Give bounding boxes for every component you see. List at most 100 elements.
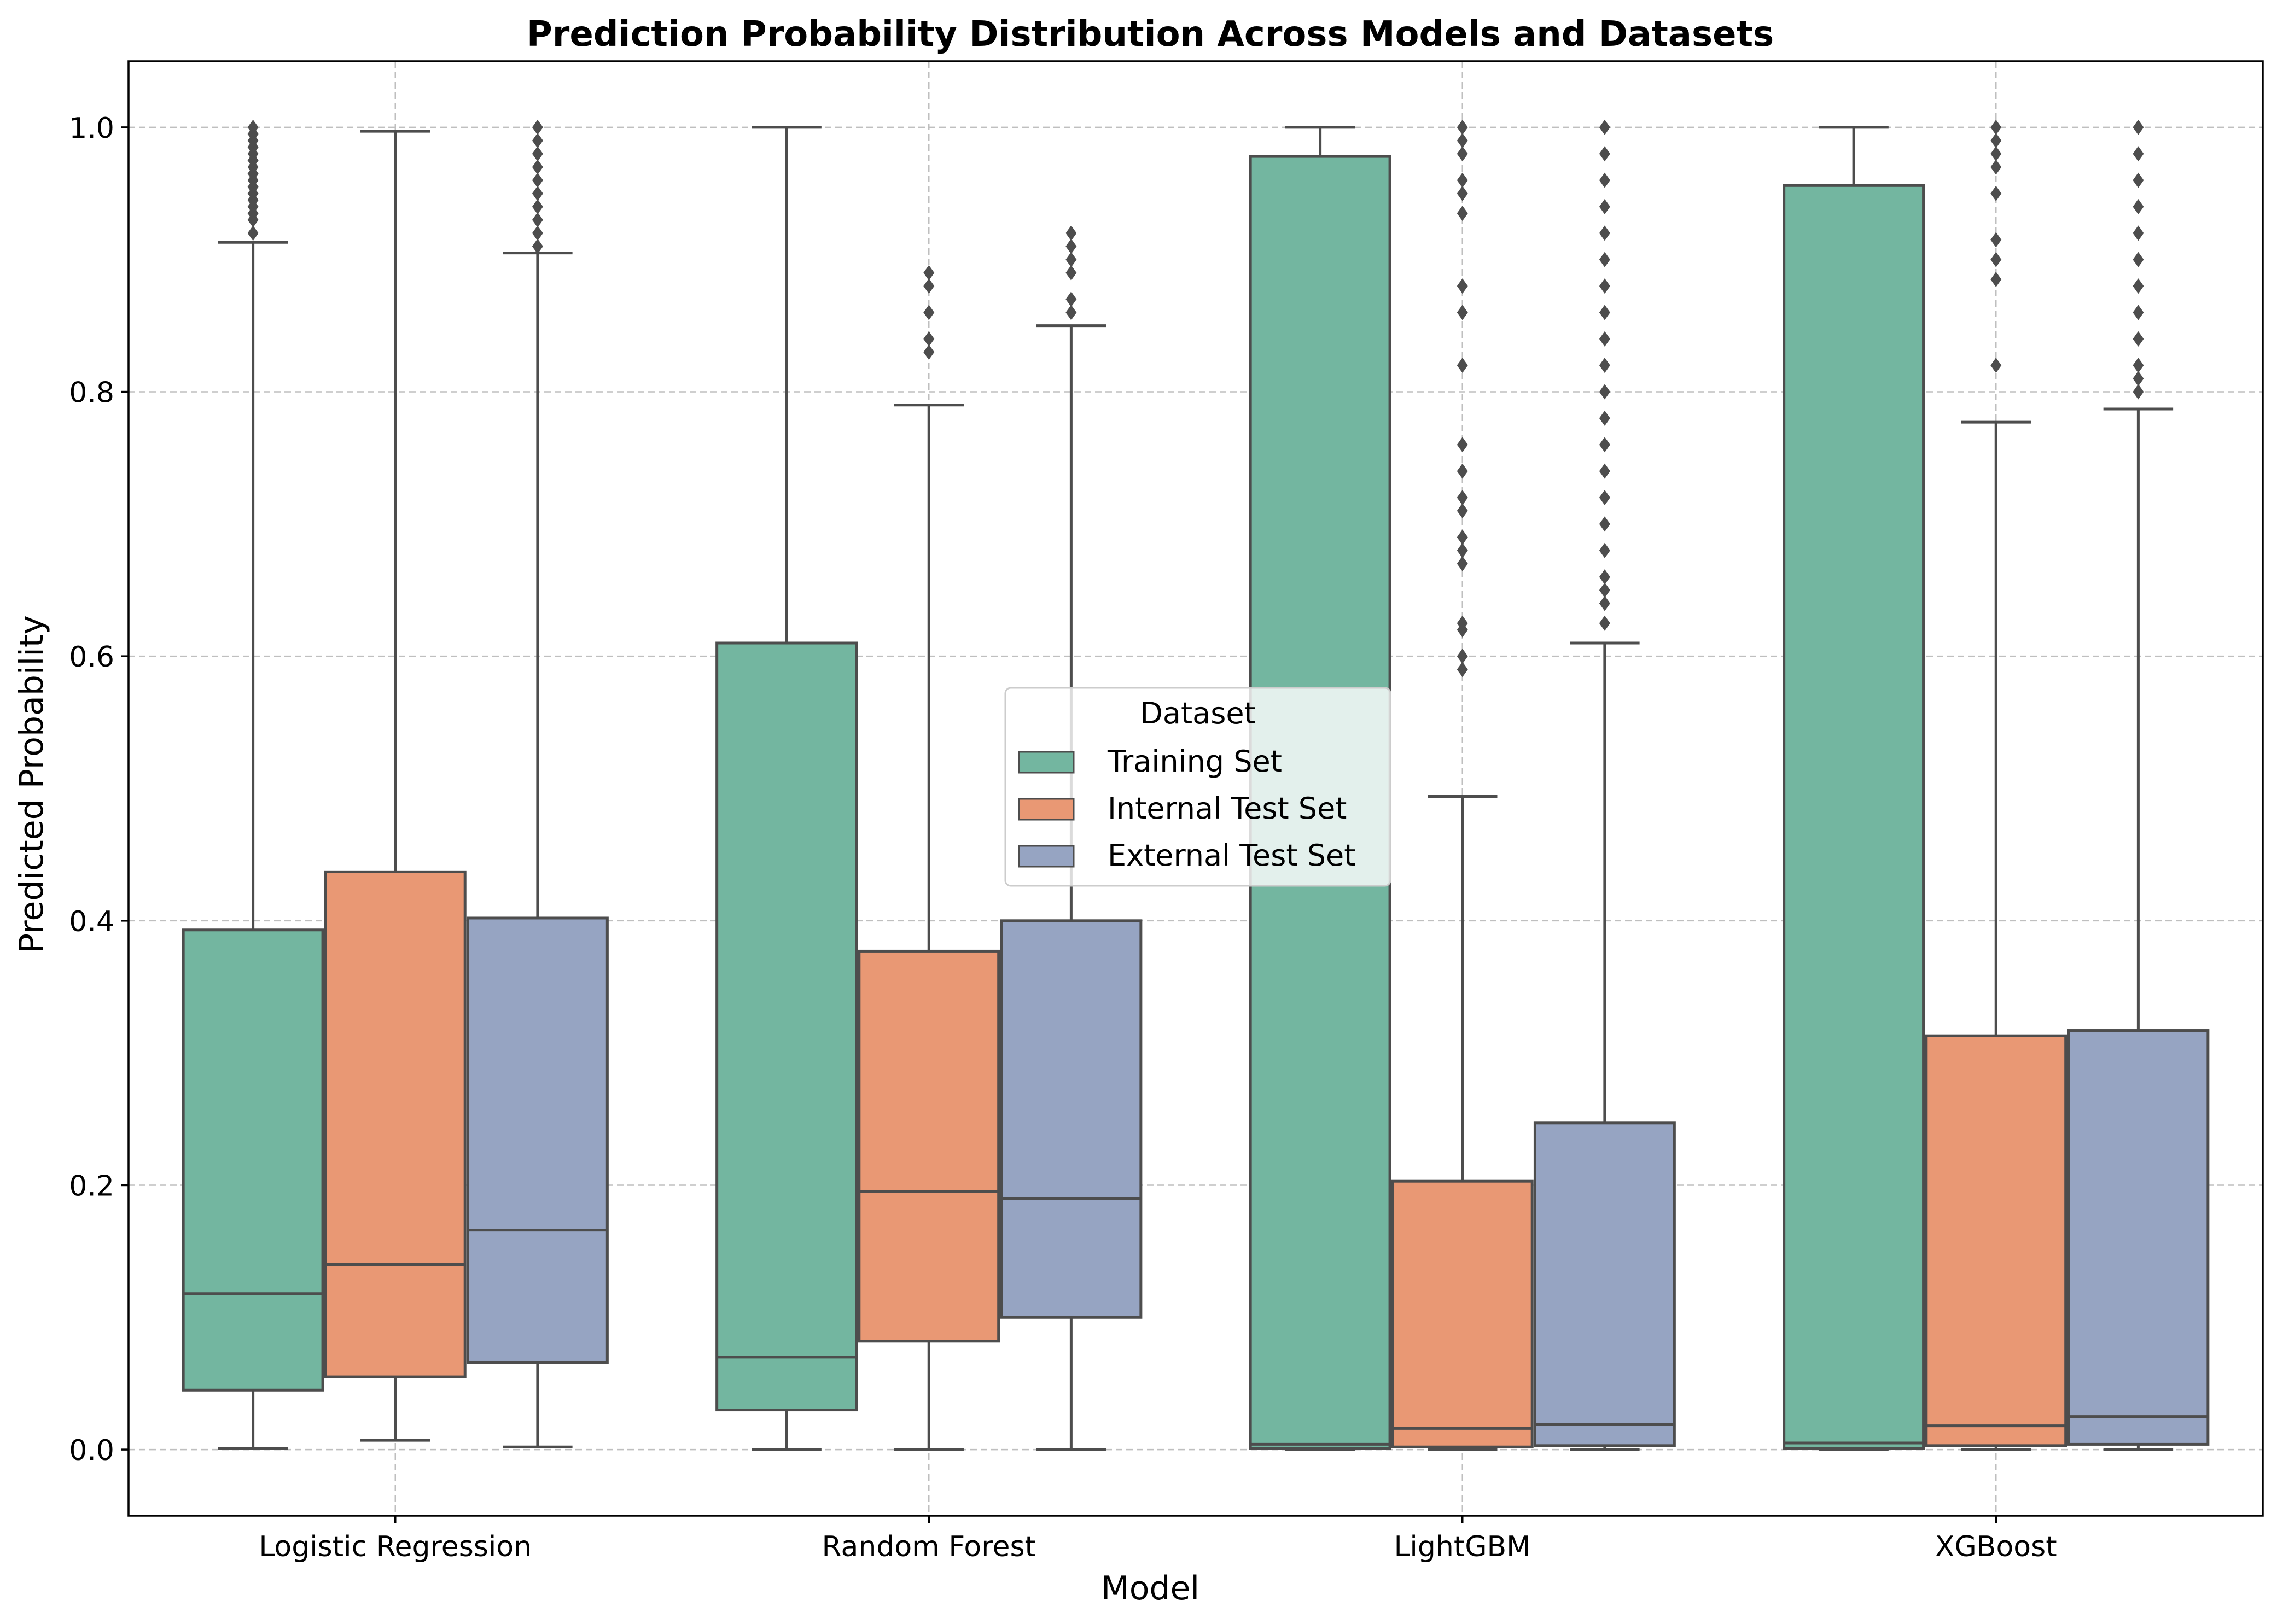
outlier-point xyxy=(1599,463,1610,479)
box-1-0 xyxy=(715,126,858,1451)
legend: Dataset Training Set Internal Test Set Ext… xyxy=(1004,687,1391,887)
y-tick-label: 0.4 xyxy=(69,906,114,938)
outlier-point xyxy=(2133,146,2144,162)
box-0-0 xyxy=(182,119,324,1450)
outlier-point xyxy=(1457,206,1468,221)
outlier-point xyxy=(1457,490,1468,505)
outlier-point xyxy=(1599,252,1610,267)
outlier-point xyxy=(1599,516,1610,532)
outlier-point xyxy=(1599,146,1610,162)
box-iqr xyxy=(182,928,324,1392)
outlier-point xyxy=(2133,225,2144,241)
legend-swatch xyxy=(1018,798,1075,821)
box-iqr xyxy=(466,916,609,1364)
outlier-point xyxy=(1990,358,2002,373)
outlier-point xyxy=(1599,615,1610,631)
outlier-point xyxy=(1457,146,1468,162)
outlier-point xyxy=(1457,662,1468,677)
box-2-2 xyxy=(1533,119,1676,1451)
outlier-point xyxy=(1599,172,1610,188)
y-tick-label: 1.0 xyxy=(69,112,114,145)
y-axis-label: Predicted Probability xyxy=(13,615,51,953)
outlier-point xyxy=(1457,172,1468,188)
outlier-point xyxy=(923,265,935,281)
outlier-point xyxy=(1457,529,1468,545)
outlier-point xyxy=(532,159,543,175)
outlier-point xyxy=(1599,595,1610,611)
outlier-point xyxy=(1990,159,2002,175)
outlier-point xyxy=(1065,291,1077,307)
outlier-point xyxy=(1990,133,2002,149)
outlier-point xyxy=(1457,542,1468,558)
outlier-point xyxy=(1457,358,1468,373)
outlier-point xyxy=(1599,582,1610,598)
outlier-point xyxy=(1599,384,1610,400)
outlier-point xyxy=(1990,146,2002,162)
outlier-point xyxy=(1065,252,1077,267)
outlier-point xyxy=(1065,225,1077,241)
outlier-point xyxy=(923,305,935,320)
y-tick-label: 0.8 xyxy=(69,377,114,410)
x-tick-label: Logistic Regression xyxy=(259,1530,532,1563)
legend-entry-label: Internal Test Set xyxy=(1108,791,1347,826)
outlier-point xyxy=(1599,437,1610,453)
outlier-point xyxy=(532,119,543,135)
outlier-point xyxy=(2133,278,2144,294)
box-2-1 xyxy=(1391,119,1534,1451)
x-tick-label: Random Forest xyxy=(822,1530,1036,1563)
outlier-point xyxy=(1599,305,1610,320)
outlier-point xyxy=(2133,199,2144,214)
axes: 0.0 0.2 0.4 0.6 0.8 1.0 Logistic Regression Ran… xyxy=(69,60,2264,1563)
legend-swatch xyxy=(1018,751,1075,774)
box-3-2 xyxy=(2067,119,2210,1451)
outlier-point xyxy=(1457,649,1468,664)
outlier-point xyxy=(2133,384,2144,400)
outlier-point xyxy=(532,225,543,241)
outlier-point xyxy=(1599,199,1610,214)
y-tick-label: 0.6 xyxy=(69,641,114,674)
outlier-point xyxy=(1599,542,1610,558)
outlier-point xyxy=(1990,119,2002,135)
outlier-point xyxy=(532,172,543,188)
box-iqr xyxy=(324,870,467,1378)
outlier-point xyxy=(923,278,935,294)
outlier-point xyxy=(1990,185,2002,201)
x-tick-label: XGBoost xyxy=(1935,1530,2057,1563)
outlier-point xyxy=(1457,503,1468,519)
box-iqr xyxy=(1000,919,1143,1319)
outlier-point xyxy=(1599,490,1610,505)
plot-frame xyxy=(127,60,2264,1517)
outlier-point xyxy=(1457,133,1468,149)
outlier-point xyxy=(1457,463,1468,479)
outlier-point xyxy=(1599,225,1610,241)
outlier-point xyxy=(532,133,543,149)
outlier-point xyxy=(1990,272,2002,287)
outlier-point xyxy=(1457,305,1468,320)
box-3-0 xyxy=(1783,126,1925,1451)
outlier-point xyxy=(2133,305,2144,320)
outlier-point xyxy=(1457,437,1468,453)
x-axis-label: Model xyxy=(1101,1569,1199,1608)
y-tick-label: 0.2 xyxy=(69,1170,114,1202)
box-iqr xyxy=(1925,1034,2067,1447)
outlier-point xyxy=(1599,119,1610,135)
outlier-point xyxy=(923,331,935,347)
outlier-point xyxy=(247,225,259,241)
outlier-point xyxy=(532,212,543,228)
outlier-point xyxy=(2133,358,2144,373)
outlier-point xyxy=(1599,410,1610,426)
box-iqr xyxy=(1533,1121,1676,1447)
outlier-point xyxy=(1065,265,1077,281)
outlier-point xyxy=(1599,569,1610,585)
box-iqr xyxy=(715,641,858,1412)
x-tick-label: LightGBM xyxy=(1394,1530,1531,1563)
outlier-point xyxy=(532,185,543,201)
box-iqr xyxy=(1391,1179,1534,1448)
outlier-point xyxy=(1065,238,1077,254)
outlier-point xyxy=(923,344,935,360)
outlier-point xyxy=(1457,615,1468,631)
outlier-point xyxy=(2133,119,2144,135)
boxes xyxy=(182,119,2210,1451)
y-tick-label: 0.0 xyxy=(69,1434,114,1467)
